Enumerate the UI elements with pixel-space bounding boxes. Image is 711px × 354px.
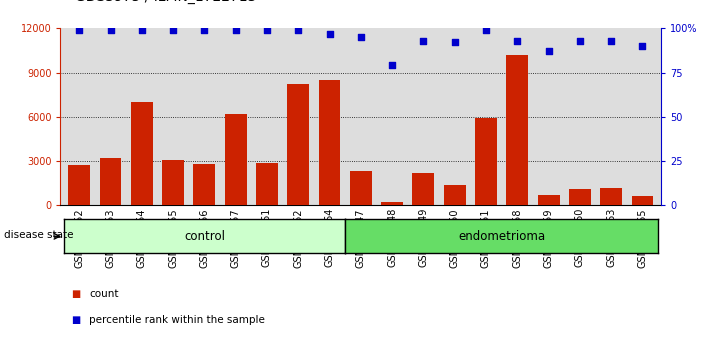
Bar [475,118,497,205]
Point [198,27,210,33]
Bar [287,84,309,205]
Text: endometrioma: endometrioma [458,230,545,243]
Bar [68,166,90,205]
Bar [131,102,153,205]
Text: ■: ■ [71,289,80,299]
Point [105,27,116,33]
Bar [225,114,247,205]
Text: GDS3975 / ILMN_1722713: GDS3975 / ILMN_1722713 [75,0,256,4]
Point [637,43,648,49]
Bar [444,185,466,205]
Point [574,38,586,44]
Point [355,34,367,40]
Point [387,63,398,68]
Point [292,27,304,33]
Point [230,27,241,33]
Text: control: control [184,230,225,243]
Bar [538,195,560,205]
Point [606,38,617,44]
Point [512,38,523,44]
Point [73,27,85,33]
Bar [256,162,278,205]
Text: disease state: disease state [4,230,73,240]
Bar [100,158,122,205]
Bar [506,55,528,205]
Bar [569,189,591,205]
Text: ■: ■ [71,315,80,325]
Point [418,38,429,44]
Bar [319,80,341,205]
Bar [193,164,215,205]
Bar [600,188,622,205]
Bar [412,173,434,205]
Point [167,27,178,33]
Bar [381,202,403,205]
Point [261,27,272,33]
Text: percentile rank within the sample: percentile rank within the sample [89,315,264,325]
Point [324,31,335,36]
Point [543,48,555,54]
Bar [162,160,184,205]
Point [449,40,461,45]
Text: count: count [89,289,118,299]
Point [481,27,492,33]
Point [136,27,147,33]
Bar [631,196,653,205]
Bar [350,171,372,205]
